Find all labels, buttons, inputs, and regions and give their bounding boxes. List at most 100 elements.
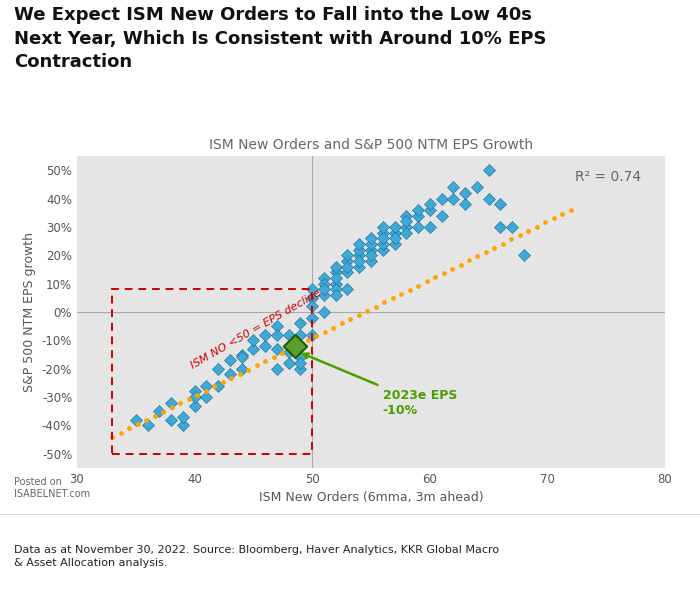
Point xyxy=(389,222,400,232)
Point xyxy=(116,428,127,437)
Bar xyxy=(112,289,312,454)
Point xyxy=(248,335,259,345)
Point xyxy=(377,228,388,238)
Point xyxy=(213,364,224,374)
Point xyxy=(236,353,247,362)
Point xyxy=(518,250,529,260)
Point xyxy=(132,419,144,429)
Point xyxy=(124,424,135,433)
Point xyxy=(236,364,247,374)
Point xyxy=(429,272,440,282)
Point xyxy=(412,281,423,290)
Point xyxy=(165,398,176,407)
Text: Data as at November 30, 2022. Source: Bloomberg, Haver Analytics, KKR Global Mac: Data as at November 30, 2022. Source: Bl… xyxy=(14,545,499,568)
Point xyxy=(438,268,449,278)
Point xyxy=(272,330,283,340)
Point xyxy=(389,233,400,243)
Point xyxy=(330,268,342,277)
Point xyxy=(370,302,382,311)
Point xyxy=(395,289,407,299)
Point xyxy=(404,285,415,295)
Point xyxy=(330,290,342,300)
Point xyxy=(295,353,306,362)
Point xyxy=(463,256,475,265)
Point xyxy=(354,239,365,249)
Point xyxy=(354,245,365,254)
Point xyxy=(142,421,153,430)
Point xyxy=(183,394,195,404)
Point xyxy=(389,239,400,249)
Point xyxy=(330,279,342,289)
Point xyxy=(412,222,423,232)
Point xyxy=(243,365,254,374)
Point xyxy=(540,218,551,227)
Point xyxy=(201,381,212,391)
Text: 2023e EPS
-10%: 2023e EPS -10% xyxy=(303,353,457,416)
Point xyxy=(200,386,211,395)
Point xyxy=(556,209,568,219)
Point xyxy=(506,235,517,244)
Point xyxy=(489,243,500,253)
Point xyxy=(307,302,318,311)
Point xyxy=(276,348,288,358)
Point xyxy=(260,356,271,366)
Point xyxy=(342,256,353,266)
Point xyxy=(283,341,294,351)
Point xyxy=(209,382,220,391)
Text: R² = 0.74: R² = 0.74 xyxy=(575,170,641,184)
Point xyxy=(318,284,330,294)
Point xyxy=(412,211,423,220)
Point xyxy=(106,432,118,442)
Point xyxy=(130,415,141,425)
Point xyxy=(177,421,188,430)
Point xyxy=(328,323,339,332)
Point xyxy=(400,222,412,232)
Point xyxy=(361,306,372,316)
Point xyxy=(459,199,470,209)
Point xyxy=(566,205,577,215)
Point xyxy=(424,222,435,232)
Point xyxy=(495,222,506,232)
Point xyxy=(158,407,169,416)
Point xyxy=(248,344,259,353)
Point xyxy=(421,277,432,286)
Point xyxy=(283,330,294,340)
Point xyxy=(217,377,228,387)
Point xyxy=(201,392,212,402)
Point xyxy=(507,222,518,232)
Text: ISM NO <50 = EPS decline: ISM NO <50 = EPS decline xyxy=(189,287,323,371)
Point xyxy=(424,199,435,209)
Point xyxy=(318,307,330,317)
Y-axis label: S&P 500 NTM EPS growth: S&P 500 NTM EPS growth xyxy=(23,232,36,392)
Point xyxy=(285,344,296,353)
Point xyxy=(548,214,559,223)
Point xyxy=(302,335,313,345)
Point xyxy=(224,370,235,379)
Point xyxy=(365,239,377,249)
Point xyxy=(307,293,318,302)
Point xyxy=(344,314,356,324)
Point xyxy=(498,239,509,248)
Point xyxy=(224,355,235,365)
Point xyxy=(307,284,318,294)
Point xyxy=(213,381,224,391)
Point xyxy=(189,386,200,396)
Point xyxy=(295,358,306,368)
Point xyxy=(472,251,483,261)
Point xyxy=(436,194,447,203)
Point xyxy=(365,233,377,243)
Point xyxy=(307,313,318,322)
X-axis label: ISM New Orders (6mma, 3m ahead): ISM New Orders (6mma, 3m ahead) xyxy=(259,491,483,505)
Point xyxy=(353,310,364,320)
Point xyxy=(189,392,200,402)
Point xyxy=(268,352,279,362)
Text: Posted on
ISABELNET.com: Posted on ISABELNET.com xyxy=(14,476,90,499)
Point xyxy=(342,284,353,294)
Point xyxy=(448,182,459,192)
Point xyxy=(295,364,306,374)
Point xyxy=(330,284,342,294)
Point xyxy=(141,415,152,425)
Point xyxy=(272,322,283,331)
Point xyxy=(272,364,283,374)
Point xyxy=(342,268,353,277)
